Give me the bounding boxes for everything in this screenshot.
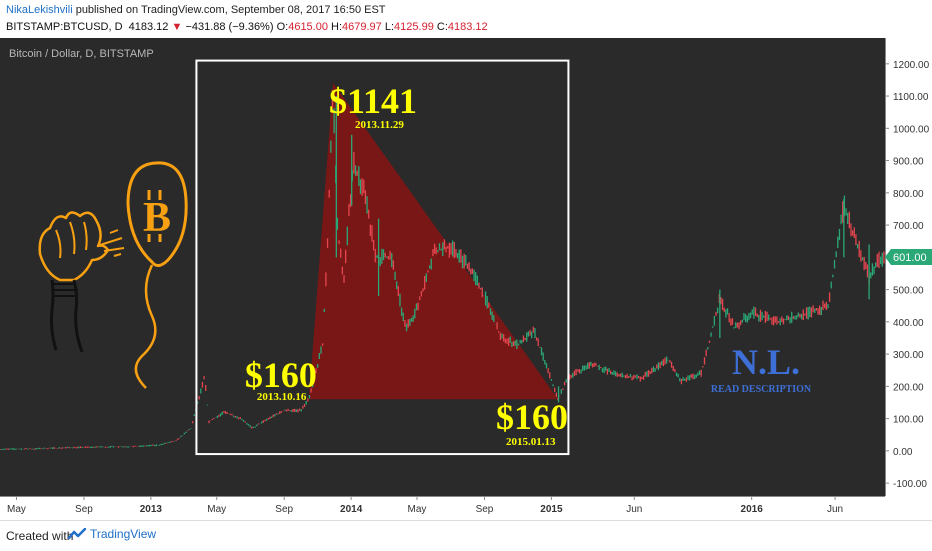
tradingview-logo-icon	[68, 528, 86, 540]
price-chart[interactable]: B -100.00 0.00 100.00 200.00 300.00 400.00 500…	[0, 38, 932, 522]
x-tick-label: May	[207, 504, 226, 515]
peak-price-label: $1141	[329, 81, 417, 121]
start-date-label: 2013.10.16	[257, 391, 307, 403]
x-tick-label: 2013	[140, 504, 163, 515]
close-label: C:	[436, 21, 448, 33]
y-tick-label: 1000.00	[893, 124, 930, 135]
signature-note: READ DESCRIPTION	[711, 384, 812, 395]
down-arrow-icon: ▼	[171, 21, 183, 33]
last-price: 4183.12	[128, 21, 169, 33]
author-link[interactable]: NikaLekishvili	[6, 4, 73, 16]
y-tick-label: 200.00	[893, 382, 924, 393]
end-price-label: $160	[496, 397, 568, 437]
tradingview-brand: TradingView	[90, 527, 157, 541]
price-change: −431.88 (−9.36%)	[185, 21, 274, 33]
open-value: 4615.00	[288, 21, 328, 33]
y-tick-label: 300.00	[893, 350, 924, 361]
peak-date-label: 2013.11.29	[355, 119, 404, 131]
high-label: H:	[331, 21, 343, 33]
end-date-label: 2015.01.13	[506, 436, 556, 448]
svg-text:B: B	[143, 195, 171, 241]
x-tick-label: Sep	[476, 504, 494, 515]
hand-icon	[38, 211, 125, 353]
publish-info: published on TradingView.com, September …	[72, 4, 386, 16]
last-price-marker: 601.00	[885, 249, 932, 266]
footer: Created with TradingView	[0, 520, 932, 551]
y-tick-label: 100.00	[893, 415, 924, 426]
balloon-drawing: B	[38, 161, 188, 389]
highlight-triangle	[308, 82, 558, 400]
x-tick-label: Sep	[275, 504, 293, 515]
x-tick-label: May	[7, 504, 26, 515]
x-tick-label: 2014	[340, 504, 363, 515]
x-tick-label: 2015	[540, 504, 563, 515]
x-tick-label: Jun	[626, 504, 642, 515]
highlight-frame	[195, 59, 570, 456]
annotation-layer: $1141 2013.11.29 $160 2013.10.16 $160 20…	[245, 81, 812, 448]
y-tick-label: 0.00	[893, 447, 913, 458]
chart-title: Bitcoin / Dollar, D, BITSTAMP	[9, 48, 154, 60]
low-value: 4125.99	[394, 21, 434, 33]
x-tick-label: Sep	[75, 504, 93, 515]
signature: N.L.	[732, 342, 800, 382]
tradingview-link[interactable]: TradingView	[68, 527, 156, 541]
x-tick-label: 2016	[741, 504, 764, 515]
publish-header: NikaLekishvili published on TradingView.…	[0, 0, 932, 38]
y-tick-label: -100.00	[893, 479, 927, 490]
y-tick-label: 500.00	[893, 286, 924, 297]
high-value: 4679.97	[342, 21, 382, 33]
x-tick-label: May	[408, 504, 427, 515]
symbol-line: BITSTAMP:BTCUSD, D 4183.12 ▼ −431.88 (−9…	[6, 21, 488, 33]
y-tick-label: 700.00	[893, 221, 924, 232]
x-tick-label: Jun	[827, 504, 843, 515]
y-tick-label: 400.00	[893, 318, 924, 329]
low-label: L:	[384, 21, 395, 33]
created-with-label: Created with	[6, 529, 74, 543]
start-price-label: $160	[245, 355, 317, 395]
y-tick-label: 1100.00	[893, 92, 929, 103]
publish-line: NikaLekishvili published on TradingView.…	[6, 4, 386, 16]
last-price-label: 601.00	[893, 252, 927, 264]
close-value: 4183.12	[447, 21, 488, 33]
bitcoin-balloon-icon: B	[126, 161, 188, 389]
y-tick-label: 1200.00	[893, 60, 930, 71]
y-tick-label: 900.00	[893, 157, 924, 168]
y-tick-label: 800.00	[893, 189, 924, 200]
chart-area[interactable]: B -100.00 0.00 100.00 200.00 300.00 400.00 500…	[0, 38, 932, 522]
triangle-layer	[308, 82, 558, 400]
symbol: BITSTAMP:BTCUSD, D	[6, 21, 123, 33]
open-label: O:	[276, 21, 289, 33]
frame-layer	[195, 59, 570, 456]
series-layer	[0, 89, 885, 451]
